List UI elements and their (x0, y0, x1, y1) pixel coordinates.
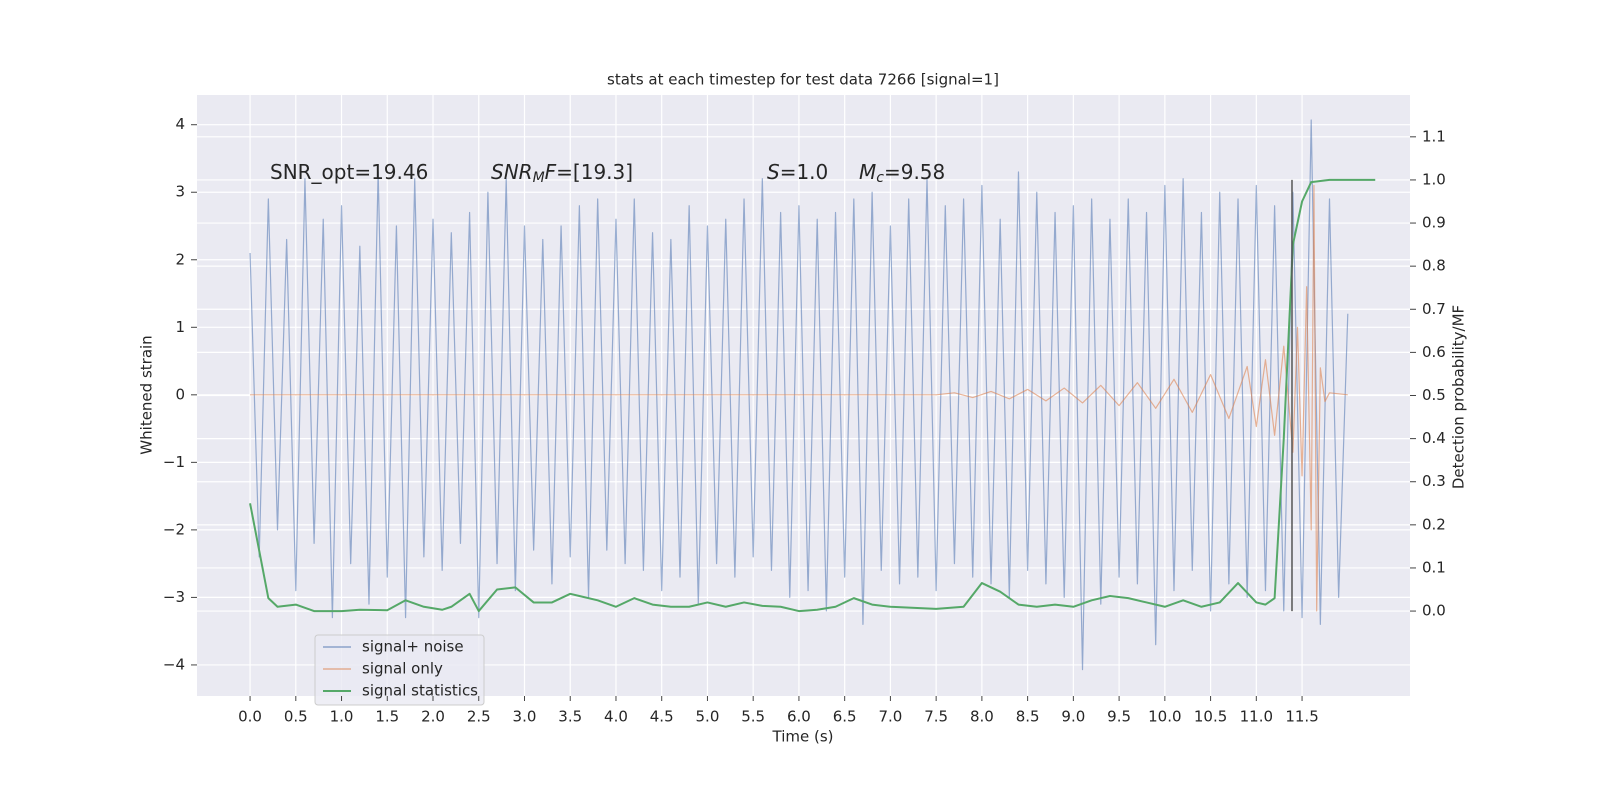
y-axis-label: Whitened strain (138, 335, 156, 454)
x-tick-label: 2.5 (467, 708, 491, 726)
annotation: SNRMF=[19.3] (491, 160, 633, 187)
annotation: S=1.0 (767, 160, 828, 184)
annotation-part: M (859, 160, 876, 184)
y2-tick-label: 0.9 (1422, 214, 1446, 232)
x-tick-label: 11.0 (1240, 708, 1273, 726)
annotation-part: M (533, 170, 545, 186)
x-tick-label: 11.5 (1285, 708, 1318, 726)
y2-axis-label: Detection probability/MF (1450, 305, 1468, 489)
x-tick-label: 6.5 (833, 708, 857, 726)
y2-tick-label: 0.0 (1422, 602, 1446, 620)
x-tick-label: 10.5 (1194, 708, 1227, 726)
series-line (249, 119, 1349, 671)
y2-tick-label: 0.6 (1422, 343, 1446, 361)
annotation-part: =1.0 (780, 160, 829, 184)
annotation-part: S (767, 160, 780, 184)
annotation: Mc=9.58 (859, 160, 945, 187)
chart-title: stats at each timestep for test data 726… (607, 71, 999, 89)
y2-tick-label: 0.3 (1422, 472, 1446, 490)
annotation-part: c (876, 170, 884, 186)
x-tick-label: 9.5 (1107, 708, 1131, 726)
x-tick-label: 4.0 (604, 708, 628, 726)
legend-box (314, 634, 485, 706)
x-tick-label: 4.5 (650, 708, 674, 726)
y2-tick-label: 0.7 (1422, 300, 1446, 318)
annotation-part: SNR (491, 160, 533, 184)
annotation-part: SNR_opt=19.46 (270, 160, 428, 184)
x-tick-label: 5.5 (741, 708, 765, 726)
legend-label: signal+ noise (362, 638, 464, 656)
y2-tick-label: 0.2 (1422, 515, 1446, 533)
y-tick-label: 1 (175, 318, 185, 336)
x-tick-label: 2.0 (421, 708, 445, 726)
y2-tick-label: 0.4 (1422, 429, 1446, 447)
y2-tick-label: 0.5 (1422, 386, 1446, 404)
y-tick-label: −4 (163, 655, 185, 673)
annotation: SNR_opt=19.46 (270, 160, 428, 184)
y-tick-label: 4 (175, 115, 185, 133)
series-line (249, 178, 1376, 613)
annotation-part: =[19.3] (556, 160, 633, 184)
x-tick-label: 8.5 (1016, 708, 1040, 726)
x-tick-label: 10.0 (1148, 708, 1181, 726)
x-tick-label: 5.0 (696, 708, 720, 726)
x-tick-label: 0.0 (238, 708, 262, 726)
y-tick-label: 2 (175, 250, 185, 268)
annotation-part: F (545, 160, 557, 184)
y2-tick-label: 1.0 (1422, 170, 1446, 188)
x-tick-label: 1.0 (330, 708, 354, 726)
x-tick-label: 0.5 (284, 708, 308, 726)
x-axis-label: Time (s) (772, 728, 834, 746)
x-tick-label: 7.0 (878, 708, 902, 726)
y2-tick-label: 1.1 (1422, 127, 1446, 145)
annotation-part: =9.58 (884, 160, 945, 184)
y2-tick-label: 0.8 (1422, 257, 1446, 275)
y-tick-label: −1 (163, 453, 185, 471)
x-tick-label: 6.0 (787, 708, 811, 726)
y-tick-label: 3 (175, 183, 185, 201)
y2-tick-label: 0.1 (1422, 558, 1446, 576)
y-tick-label: −2 (163, 520, 185, 538)
y-tick-label: −3 (163, 588, 185, 606)
x-tick-label: 1.5 (375, 708, 399, 726)
x-tick-label: 7.5 (924, 708, 948, 726)
legend-label: signal statistics (362, 682, 478, 700)
x-tick-label: 3.0 (513, 708, 537, 726)
series-line (250, 184, 1348, 612)
legend-label: signal only (362, 660, 443, 678)
x-tick-label: 8.0 (970, 708, 994, 726)
y-tick-label: 0 (175, 385, 185, 403)
x-tick-label: 3.5 (558, 708, 582, 726)
x-tick-label: 9.0 (1061, 708, 1085, 726)
